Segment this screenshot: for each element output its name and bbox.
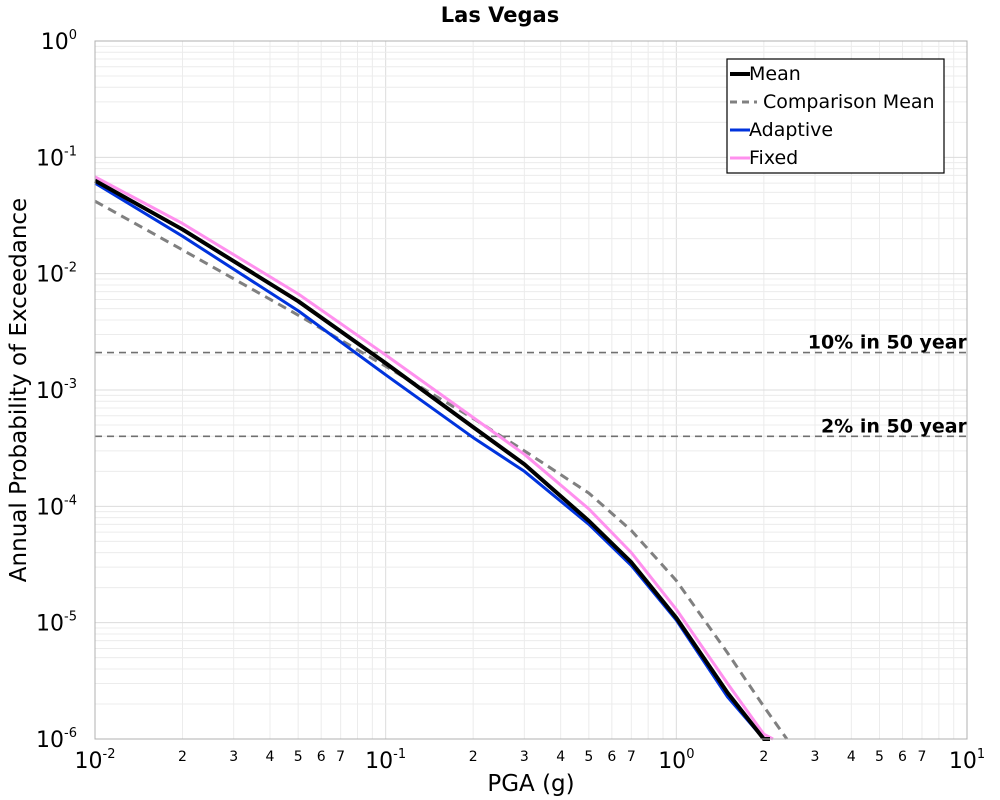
x-minor-tick-label: 6 [317, 749, 326, 765]
y-axis-label: Annual Probability of Exceedance [6, 198, 32, 582]
x-minor-tick-label: 5 [294, 749, 303, 765]
legend-label: Comparison Mean [763, 91, 935, 113]
x-minor-tick-label: 3 [520, 749, 529, 765]
x-minor-tick-label: 5 [875, 749, 884, 765]
series-line-adaptive [94, 181, 767, 741]
x-minor-tick-label: 7 [627, 749, 636, 765]
x-tick-label: 10-2 [75, 747, 116, 774]
y-tick-label: 10-4 [36, 493, 77, 520]
chart-title: Las Vegas [441, 3, 559, 27]
x-tick-label: 101 [949, 747, 985, 774]
x-minor-tick-label: 4 [556, 749, 565, 765]
y-tick-label: 10-2 [36, 261, 77, 288]
legend: Mean Comparison Mean Adaptive Fixed [726, 58, 945, 174]
plot-frame [94, 40, 968, 740]
x-axis-label: PGA (g) [487, 771, 574, 797]
legend-label: Adaptive [749, 119, 833, 141]
series-line-comparison-mean [94, 199, 789, 740]
x-tick-label: 100 [658, 747, 694, 774]
x-minor-tick-label: 2 [469, 749, 478, 765]
legend-label: Mean [749, 63, 801, 85]
x-minor-tick-label: 5 [584, 749, 593, 765]
y-tick-label: 10-1 [36, 144, 77, 171]
y-tick-label: 10-5 [36, 610, 77, 637]
x-minor-tick-label: 6 [898, 749, 907, 765]
reference-line-label: 2% in 50 year [821, 415, 968, 437]
x-minor-tick-label: 6 [607, 749, 616, 765]
x-minor-tick-label: 4 [847, 749, 856, 765]
legend-label: Fixed [749, 147, 798, 169]
x-minor-tick-label: 2 [178, 749, 187, 765]
series-line-mean [94, 178, 770, 741]
series-line-fixed [94, 175, 774, 741]
x-minor-tick-label: 3 [811, 749, 820, 765]
x-tick-label: 10-1 [365, 747, 406, 774]
y-tick-label: 100 [41, 28, 77, 55]
y-tick-label: 10-6 [36, 726, 77, 753]
series-lines [94, 175, 789, 741]
x-minor-tick-label: 4 [266, 749, 275, 765]
y-tick-label: 10-3 [36, 377, 77, 404]
x-minor-tick-label: 7 [336, 749, 345, 765]
legend-box [726, 58, 945, 174]
grid [94, 41, 967, 740]
x-minor-tick-label: 7 [918, 749, 927, 765]
reference-lines: 10% in 50 year 2% in 50 year [95, 332, 968, 437]
x-minor-tick-label: 2 [759, 749, 768, 765]
x-minor-tick-label: 3 [229, 749, 238, 765]
reference-line-label: 10% in 50 year [808, 332, 968, 354]
